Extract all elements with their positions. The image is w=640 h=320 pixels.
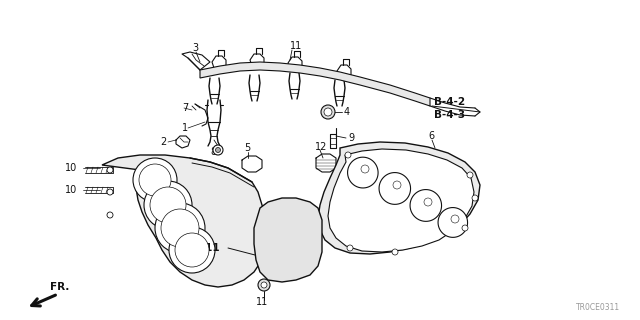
Text: 8: 8 xyxy=(210,147,216,157)
Circle shape xyxy=(451,215,459,223)
Text: 6: 6 xyxy=(428,131,434,141)
Polygon shape xyxy=(410,189,442,221)
Circle shape xyxy=(347,245,353,251)
Circle shape xyxy=(345,152,351,158)
Circle shape xyxy=(107,189,113,195)
Circle shape xyxy=(213,145,223,155)
Text: 2: 2 xyxy=(160,137,166,147)
Text: 10: 10 xyxy=(65,185,77,195)
Circle shape xyxy=(261,282,267,288)
Polygon shape xyxy=(348,157,378,188)
Circle shape xyxy=(321,105,335,119)
Circle shape xyxy=(144,181,192,229)
Circle shape xyxy=(139,164,171,196)
Circle shape xyxy=(150,187,186,223)
Circle shape xyxy=(169,227,215,273)
Circle shape xyxy=(324,108,332,116)
Text: 9: 9 xyxy=(348,133,354,143)
Circle shape xyxy=(133,158,177,202)
Text: 12: 12 xyxy=(315,142,328,152)
Circle shape xyxy=(258,279,270,291)
Text: 7: 7 xyxy=(182,103,188,113)
Text: FR.: FR. xyxy=(50,282,69,292)
Polygon shape xyxy=(254,198,322,282)
Polygon shape xyxy=(200,62,430,106)
Text: 11: 11 xyxy=(256,297,268,307)
Text: E-15-11: E-15-11 xyxy=(175,243,220,253)
Circle shape xyxy=(155,203,205,253)
Circle shape xyxy=(467,172,473,178)
Circle shape xyxy=(361,165,369,173)
Text: 1: 1 xyxy=(182,123,188,133)
Text: TR0CE0311: TR0CE0311 xyxy=(576,303,620,312)
Circle shape xyxy=(107,167,113,173)
Circle shape xyxy=(462,225,468,231)
Polygon shape xyxy=(102,155,270,287)
Polygon shape xyxy=(318,142,480,254)
Text: B-4-3: B-4-3 xyxy=(434,110,465,120)
Text: 10: 10 xyxy=(65,163,77,173)
Text: 5: 5 xyxy=(244,143,250,153)
Circle shape xyxy=(393,181,401,189)
Text: 4: 4 xyxy=(344,107,350,117)
Polygon shape xyxy=(438,208,468,237)
Circle shape xyxy=(392,249,398,255)
Polygon shape xyxy=(379,172,410,204)
Circle shape xyxy=(216,148,221,153)
Text: 3: 3 xyxy=(192,43,198,53)
Text: B-4-2: B-4-2 xyxy=(434,97,465,107)
Circle shape xyxy=(424,198,432,206)
Circle shape xyxy=(472,195,478,201)
Polygon shape xyxy=(328,149,474,252)
Circle shape xyxy=(161,209,199,247)
Text: 11: 11 xyxy=(290,41,302,51)
Circle shape xyxy=(175,233,209,267)
Circle shape xyxy=(107,212,113,218)
